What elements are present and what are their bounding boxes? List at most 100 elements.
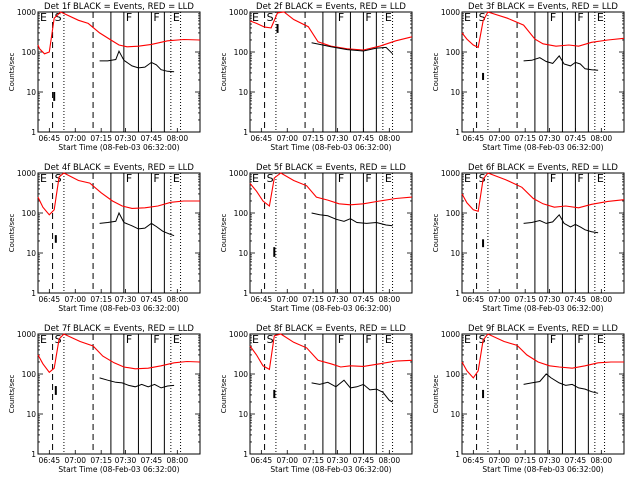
y-tick-label: 1 (243, 450, 248, 459)
y-tick-label: 1000 (229, 8, 248, 17)
segment-label: S (55, 172, 62, 185)
segment-label: F (338, 172, 344, 185)
x-tick-label: 07:15 (90, 295, 112, 304)
x-tick-label: 07:30 (539, 295, 561, 304)
y-tick-label: 10 (238, 88, 248, 97)
y-axis-label: Counts/sec (220, 375, 228, 414)
segment-label: F (153, 172, 159, 185)
x-tick-label: 07:15 (514, 134, 536, 143)
x-tick-label: 07:15 (514, 295, 536, 304)
series-red-lld (249, 333, 413, 371)
segment-label: E (597, 172, 604, 185)
x-tick-label: 08:00 (379, 456, 401, 465)
y-tick-label: 10 (238, 249, 248, 258)
x-tick-label: 07:30 (539, 134, 561, 143)
x-tick-label: 06:45 (39, 134, 61, 143)
segment-label: S (479, 172, 486, 185)
y-tick-label: 1000 (441, 8, 460, 17)
y-tick-label: 10 (450, 249, 460, 258)
panel-title: Det 6f BLACK = Events, RED = LLD (468, 163, 618, 173)
panel-8: Det 8f BLACK = Events, RED = LLD 1 10 100 10… (220, 324, 413, 474)
segment-label: E (173, 11, 180, 24)
x-tick-label: 07:15 (302, 295, 324, 304)
series-red-lld (37, 172, 200, 216)
x-tick-label: 07:15 (302, 456, 324, 465)
x-tick-label: 07:15 (90, 456, 112, 465)
y-tick-label: 1 (455, 450, 460, 459)
segment-label: S (267, 172, 274, 185)
segment-label: S (55, 11, 62, 24)
x-tick-label: 07:00 (276, 456, 298, 465)
y-axis-label: Counts/sec (432, 375, 440, 414)
y-tick-label: 10 (450, 410, 460, 419)
x-tick-label: 07:45 (353, 456, 375, 465)
segment-label: F (550, 172, 556, 185)
x-tick-label: 06:45 (251, 295, 273, 304)
series-red-lld (461, 333, 624, 379)
y-tick-label: 1 (455, 289, 460, 298)
x-tick-label: 07:45 (141, 134, 163, 143)
x-tick-label: 07:00 (64, 134, 86, 143)
x-axis-label: Start Time (08-Feb-03 06:32:00) (482, 304, 603, 313)
segment-label: E (252, 11, 259, 24)
segment-label: E (252, 172, 259, 185)
series-black-events (311, 42, 393, 55)
series-black-events (523, 213, 599, 234)
x-tick-label: 06:45 (39, 295, 61, 304)
segment-label: E (597, 11, 604, 24)
series-red-lld (249, 11, 413, 51)
segment-label: F (577, 172, 583, 185)
x-tick-label: 07:45 (565, 134, 587, 143)
segment-label: E (385, 333, 392, 346)
series-red-lld (249, 172, 413, 207)
x-tick-label: 07:45 (141, 456, 163, 465)
x-axis-label: Start Time (08-Feb-03 06:32:00) (270, 465, 391, 474)
y-tick-label: 1000 (229, 169, 248, 178)
segment-label: E (464, 333, 471, 346)
segment-label: E (464, 172, 471, 185)
panel-5: Det 5f BLACK = Events, RED = LLD 1 10 100 10… (220, 163, 413, 313)
segment-label: S (267, 11, 274, 24)
y-tick-label: 10 (26, 410, 36, 419)
panel-title: Det 7f BLACK = Events, RED = LLD (44, 324, 194, 334)
y-tick-label: 1 (243, 289, 248, 298)
y-tick-label: 1000 (441, 330, 460, 339)
plot-frame (249, 172, 413, 294)
y-tick-label: 10 (26, 88, 36, 97)
plot-frame (37, 333, 201, 455)
y-tick-label: 100 (234, 209, 249, 218)
y-tick-label: 100 (22, 370, 37, 379)
x-tick-label: 07:45 (353, 295, 375, 304)
x-tick-label: 07:45 (565, 295, 587, 304)
segment-label: S (479, 333, 486, 346)
y-tick-label: 1 (31, 450, 36, 459)
x-tick-label: 06:45 (251, 134, 273, 143)
panel-title: Det 9f BLACK = Events, RED = LLD (468, 324, 618, 334)
segment-label: E (173, 333, 180, 346)
plot-frame (461, 172, 625, 294)
segment-label: F (338, 333, 344, 346)
y-axis-label: Counts/sec (8, 53, 16, 92)
segment-label: S (479, 11, 486, 24)
y-tick-label: 1000 (17, 169, 36, 178)
series-black-events (99, 377, 175, 389)
plot-frame (461, 333, 625, 455)
panel-title: Det 2f BLACK = Events, RED = LLD (256, 2, 406, 12)
x-tick-label: 08:00 (591, 134, 613, 143)
series-red-lld (461, 172, 625, 213)
y-tick-label: 100 (234, 370, 249, 379)
panel-title: Det 3f BLACK = Events, RED = LLD (468, 2, 618, 12)
y-axis-label: Counts/sec (8, 375, 16, 414)
x-tick-label: 07:00 (488, 295, 510, 304)
x-axis-label: Start Time (08-Feb-03 06:32:00) (270, 304, 391, 313)
segment-label: S (267, 333, 274, 346)
y-tick-label: 100 (446, 209, 461, 218)
series-black-events (523, 55, 599, 71)
y-tick-label: 1000 (441, 169, 460, 178)
segment-label: F (126, 11, 132, 24)
panel-7: Det 7f BLACK = Events, RED = LLD 1 10 100 10… (8, 324, 201, 474)
segment-label: E (385, 172, 392, 185)
segment-label: S (55, 333, 62, 346)
x-tick-label: 07:30 (327, 456, 349, 465)
y-tick-label: 100 (446, 370, 461, 379)
